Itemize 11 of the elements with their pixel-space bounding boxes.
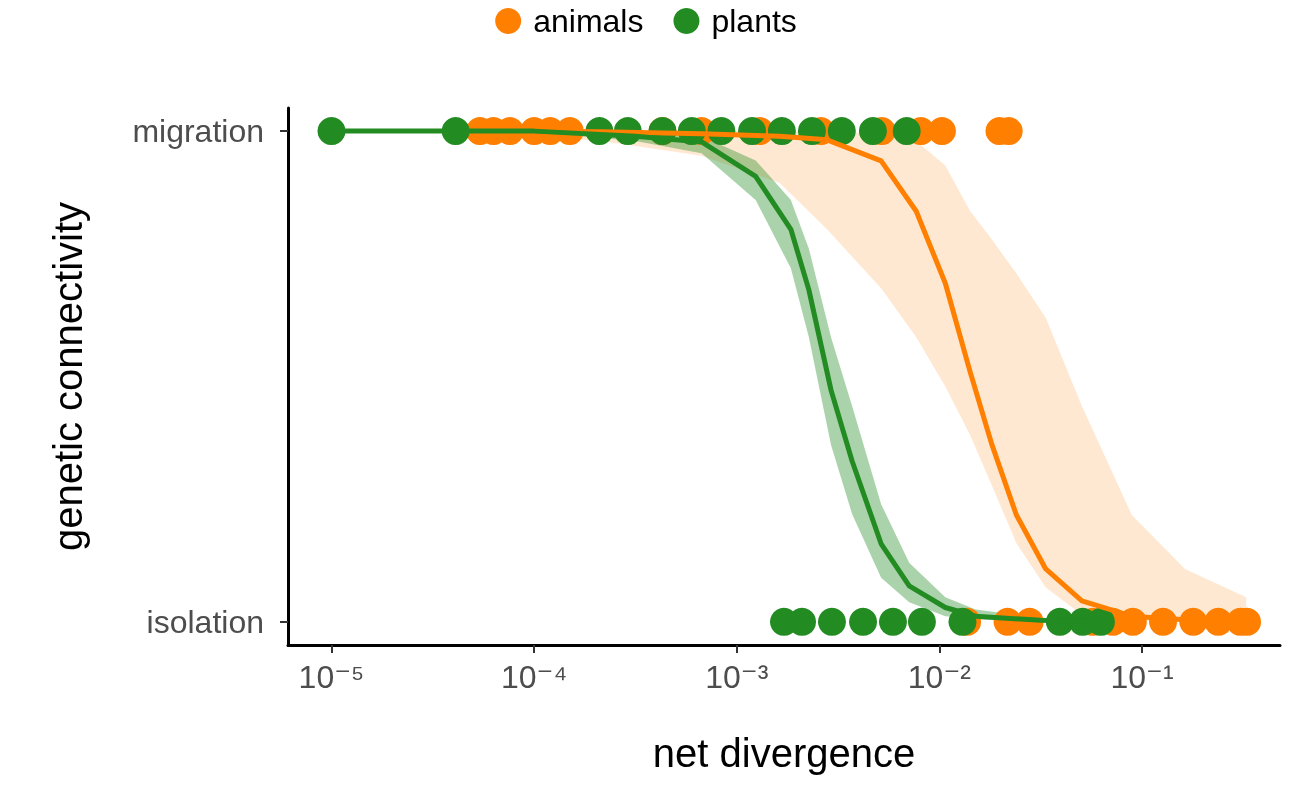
x-tick-label: 10⁻² — [907, 659, 972, 695]
text: isolation — [146, 603, 264, 640]
x-tick-label: 10⁻³ — [705, 659, 769, 695]
x-tick-label: 10⁻⁵ — [298, 659, 365, 695]
legend-label: animals — [533, 3, 644, 39]
text: migration — [132, 113, 264, 150]
x-axis-title: net divergence — [652, 731, 916, 775]
x-tick-label: 10⁻⁴ — [501, 659, 568, 695]
y-axis-title: genetic connectivity — [46, 201, 90, 552]
x-tick-label: 10⁻¹ — [1110, 659, 1174, 695]
legend-label: plants — [711, 3, 797, 39]
